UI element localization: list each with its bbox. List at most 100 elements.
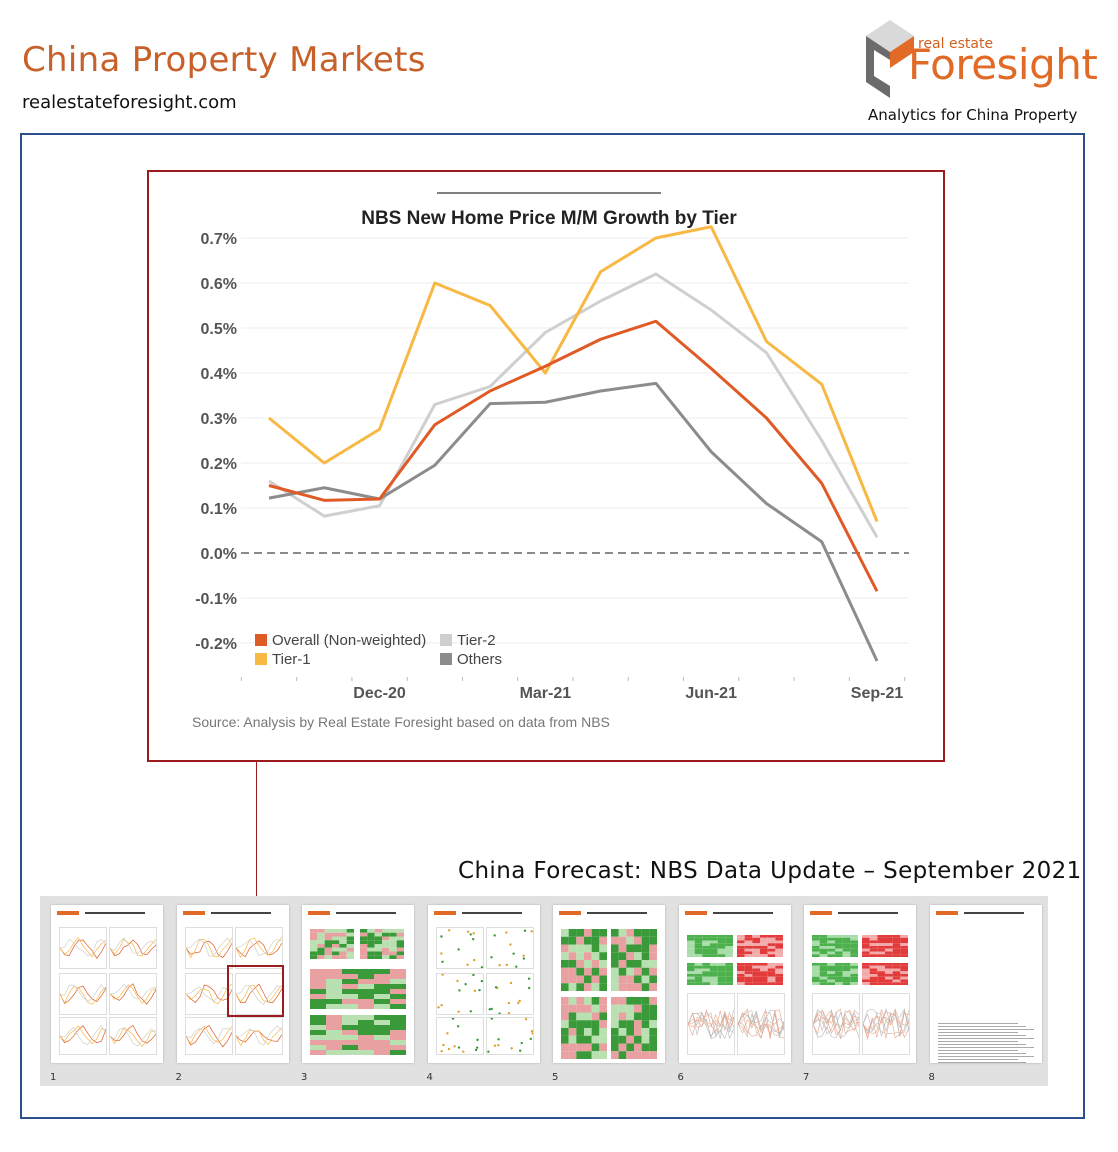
thumb-line-chart <box>736 993 785 1055</box>
page-number: 8 <box>928 1072 935 1083</box>
thumb-logo <box>308 911 330 915</box>
page-number: 7 <box>803 1072 810 1083</box>
thumb-text-line <box>937 1059 1018 1060</box>
logo-small-text: real estate <box>918 36 994 52</box>
page-number: 2 <box>175 1072 182 1083</box>
x-tick-label: Mar-21 <box>520 685 572 702</box>
y-tick-label: 0.3% <box>201 411 237 428</box>
legend-label: Others <box>457 651 502 668</box>
page-number: 4 <box>426 1072 433 1083</box>
thumb-header <box>963 912 1024 914</box>
legend-label: Tier-1 <box>272 651 311 668</box>
thumb-text-line <box>937 1026 1026 1027</box>
x-tick-label: Jun-21 <box>685 685 737 702</box>
thumb-heatmap <box>862 963 908 989</box>
y-tick-label: 0.6% <box>201 276 237 293</box>
legend-swatch <box>440 653 452 665</box>
series-line-tier-1 <box>268 225 879 523</box>
thumb-logo <box>57 911 79 915</box>
thumb-heatmap <box>611 929 657 995</box>
thumb-header <box>336 912 396 914</box>
thumb-text-line <box>937 1044 1026 1045</box>
thumb-text-line <box>937 1038 1034 1039</box>
thumb-mini-chart <box>485 927 534 969</box>
page-number: 5 <box>552 1072 559 1083</box>
thumb-heatmap <box>310 929 354 963</box>
thumb-header <box>85 912 145 914</box>
thumb-mini-chart <box>109 1017 157 1055</box>
page-number: 3 <box>301 1072 308 1083</box>
thumb-mini-chart <box>435 973 484 1015</box>
y-tick-label: 0.1% <box>201 501 237 518</box>
page-number: 1 <box>50 1072 57 1083</box>
page-number: 6 <box>677 1072 684 1083</box>
y-tick-label: -0.1% <box>195 591 237 608</box>
series-line-tier-2 <box>268 272 879 538</box>
thumbnail-strip: 1 2 3 4 5 6 7 8 <box>40 896 1048 1086</box>
thumb-heatmap <box>812 935 858 961</box>
y-tick-label: -0.2% <box>195 636 237 653</box>
thumb-mini-chart <box>59 973 107 1015</box>
x-tick-label: Sep-21 <box>851 685 904 702</box>
x-tick-label: Dec-20 <box>353 685 406 702</box>
page-thumbnail[interactable] <box>804 905 916 1063</box>
page-thumbnail[interactable] <box>51 905 163 1063</box>
thumb-mini-chart <box>234 927 283 969</box>
site-url[interactable]: realestateforesight.com <box>22 92 237 113</box>
thumbnail-highlight <box>227 965 284 1017</box>
thumb-header <box>587 912 647 914</box>
thumb-line-chart <box>686 993 735 1055</box>
thumb-line-chart <box>812 993 860 1055</box>
y-tick-label: 0.2% <box>201 456 237 473</box>
thumb-heatmap <box>862 935 908 961</box>
thumb-text-line <box>937 1062 1026 1063</box>
thumb-heatmap <box>611 997 657 1063</box>
thumb-text-line <box>937 1023 1018 1024</box>
legend-swatch <box>255 653 267 665</box>
thumb-heatmap <box>686 935 733 961</box>
thumb-mini-chart <box>485 973 534 1015</box>
thumb-mini-chart <box>59 1017 107 1055</box>
legend-label: Overall (Non-weighted) <box>272 632 426 649</box>
thumb-header <box>210 912 271 914</box>
logo-tagline: Analytics for China Property <box>868 106 1078 124</box>
thumb-text-line <box>937 1056 1034 1057</box>
thumb-mini-chart <box>485 1017 534 1055</box>
thumb-heatmap <box>686 963 733 989</box>
thumb-heatmap <box>736 963 783 989</box>
thumb-heatmap <box>561 929 607 995</box>
thumb-heatmap <box>310 969 406 1013</box>
thumb-mini-chart <box>59 927 107 969</box>
thumb-logo <box>684 911 707 915</box>
page-thumbnail[interactable] <box>553 905 665 1063</box>
logo-wordmark: Foresight <box>908 40 1098 89</box>
thumb-logo <box>810 911 832 915</box>
thumb-logo <box>935 911 958 915</box>
thumb-logo <box>559 911 581 915</box>
thumb-text-line <box>937 1029 1034 1030</box>
page-thumbnail[interactable] <box>302 905 414 1063</box>
thumb-logo <box>433 911 456 915</box>
site-title: China Property Markets <box>22 40 426 80</box>
chart-panel: NBS New Home Price M/M Growth by Tier 0.7… <box>147 170 945 762</box>
foresight-logo[interactable]: real estate Foresight <box>860 16 1098 116</box>
page-thumbnail[interactable] <box>678 905 791 1063</box>
thumb-mini-chart <box>435 927 484 969</box>
thumb-mini-chart <box>184 973 233 1015</box>
legend-label: Tier-2 <box>457 632 496 649</box>
page-thumbnail[interactable] <box>427 905 540 1063</box>
y-tick-label: 0.0% <box>201 546 237 563</box>
thumb-text-line <box>937 1053 1026 1054</box>
thumb-heatmap <box>736 935 783 961</box>
report-title: China Forecast: NBS Data Update – Septem… <box>458 858 1082 884</box>
thumb-mini-chart <box>184 1017 233 1055</box>
chart-source: Source: Analysis by Real Estate Foresigh… <box>192 714 610 730</box>
main-frame <box>20 133 1085 1119</box>
page-thumbnail[interactable] <box>929 905 1042 1063</box>
series-line-others <box>268 381 879 662</box>
thumb-text-line <box>937 1035 1026 1036</box>
thumb-header <box>461 912 522 914</box>
page-thumbnail[interactable] <box>176 905 289 1063</box>
thumb-mini-chart <box>184 927 233 969</box>
thumb-mini-chart <box>435 1017 484 1055</box>
